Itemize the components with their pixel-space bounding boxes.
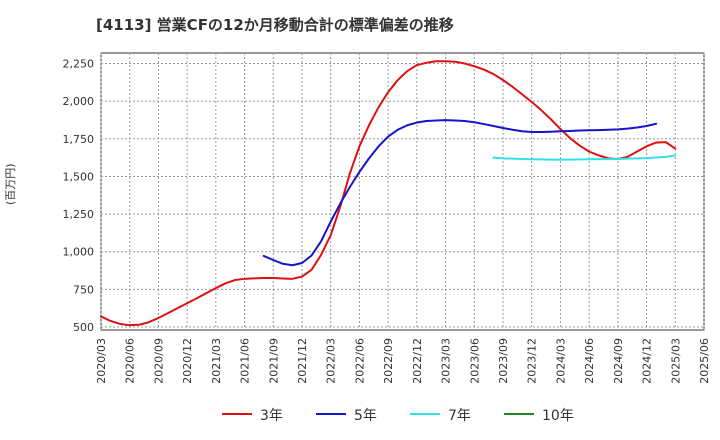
x-tick-label: 2020/09 [152,338,165,384]
series-line-5年 [262,119,658,267]
y-tick-label: 500 [73,321,94,334]
legend-swatch-5y [316,413,346,415]
y-tick-label: 1,000 [63,246,95,259]
x-tick-label: 2022/12 [411,338,424,384]
legend-swatch-7y [410,413,440,415]
series-line-7年 [492,154,677,161]
y-tick-label: 750 [73,283,94,296]
x-tick-label: 2023/03 [440,338,453,384]
x-tick-label: 2025/06 [698,338,711,384]
plot-area [100,52,705,331]
x-tick-label: 2025/03 [669,338,682,384]
legend: 3年 5年 7年 10年 [0,402,720,426]
legend-label-3y: 3年 [260,408,283,424]
y-tick-labels: 500 750 1,000 1,250 1,500 1,750 2,000 2,250 [63,58,95,334]
x-tick-label: 2022/09 [382,338,395,384]
legend-label-7y: 7年 [448,408,471,424]
x-tick-label: 2022/06 [353,338,366,384]
x-tick-label: 2021/03 [210,338,223,384]
legend-label-10y: 10年 [542,408,574,424]
y-tick-label: 1,750 [63,133,95,146]
x-tick-label: 2020/03 [95,338,108,384]
x-tick-label: 2020/12 [181,338,194,384]
y-tick-label: 2,000 [63,95,95,108]
x-tick-label: 2024/03 [554,338,567,384]
x-tick-label: 2024/06 [583,338,596,384]
x-tick-label: 2023/12 [526,338,539,384]
x-tick-label: 2021/12 [296,338,309,384]
x-tick-label: 2023/06 [468,338,481,384]
legend-label-5y: 5年 [354,408,377,424]
series-lines [100,60,677,327]
chart-title: [4113] 営業CFの12か月移動合計の標準偏差の推移 [96,16,454,34]
x-tick-label: 2021/06 [239,338,252,384]
series-line-3年 [100,60,677,327]
y-tick-label: 1,500 [63,170,95,183]
legend-swatch-3y [222,413,252,415]
x-tick-label: 2024/09 [612,338,625,384]
x-tick-label: 2022/03 [325,338,338,384]
x-tick-label: 2020/06 [124,338,137,384]
y-tick-label: 2,250 [63,58,95,71]
y-tick-label: 1,250 [63,208,95,221]
legend-swatch-10y [504,413,534,415]
y-gridlines [101,63,704,328]
x-tick-label: 2024/12 [641,338,654,384]
x-tick-label: 2023/09 [497,338,510,384]
x-tick-label: 2021/09 [267,338,280,384]
x-tick-labels: 2020/03 2020/06 2020/09 2020/12 2021/03 2021/… [95,338,711,384]
